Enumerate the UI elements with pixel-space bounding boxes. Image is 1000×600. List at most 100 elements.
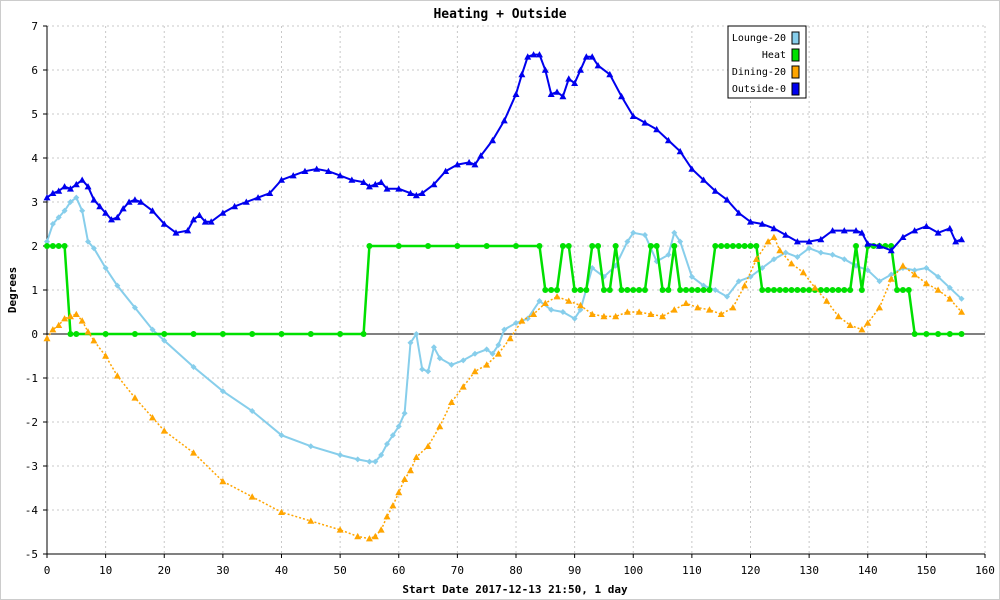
- data-point-lounge-20: [548, 306, 555, 313]
- data-point-heat: [841, 287, 848, 293]
- data-point-lounge-20: [665, 251, 672, 258]
- data-point-outside-0: [606, 70, 614, 78]
- data-point-lounge-20: [806, 245, 813, 252]
- data-point-dining-20: [424, 442, 432, 449]
- data-point-lounge-20: [700, 282, 707, 289]
- data-point-outside-0: [172, 229, 180, 236]
- data-point-heat: [249, 331, 256, 337]
- data-point-outside-0: [571, 79, 579, 86]
- data-point-dining-20: [770, 233, 778, 240]
- data-point-heat: [606, 287, 613, 293]
- data-point-lounge-20: [911, 267, 918, 274]
- data-point-heat: [630, 287, 637, 293]
- data-point-outside-0: [899, 233, 907, 240]
- data-point-dining-20: [659, 312, 667, 320]
- data-point-outside-0: [442, 167, 450, 174]
- data-point-heat: [219, 331, 226, 337]
- series-heat: [44, 243, 965, 337]
- data-point-dining-20: [354, 532, 362, 540]
- data-point-outside-0: [72, 180, 80, 188]
- data-point-dining-20: [131, 394, 139, 401]
- data-point-outside-0: [471, 161, 479, 168]
- data-point-outside-0: [43, 194, 51, 201]
- data-point-outside-0: [565, 75, 573, 82]
- y-tick-label: -3: [25, 460, 38, 473]
- data-point-heat: [554, 287, 561, 293]
- data-point-dining-20: [682, 299, 690, 306]
- data-point-outside-0: [55, 187, 63, 194]
- data-point-heat: [73, 331, 80, 337]
- data-point-outside-0: [453, 161, 461, 168]
- data-point-heat: [589, 243, 596, 249]
- legend-label: Outside-0: [732, 84, 786, 95]
- data-point-outside-0: [412, 191, 420, 199]
- x-tick-label: 150: [916, 564, 936, 577]
- data-point-heat: [712, 243, 719, 249]
- data-point-heat: [770, 287, 777, 293]
- data-point-outside-0: [782, 231, 790, 238]
- data-point-heat: [700, 287, 707, 293]
- data-point-lounge-20: [559, 309, 566, 315]
- data-point-dining-20: [389, 502, 397, 509]
- data-point-outside-0: [618, 92, 626, 100]
- data-point-outside-0: [524, 53, 532, 60]
- data-point-heat: [44, 243, 50, 249]
- data-point-dining-20: [72, 310, 80, 317]
- data-point-dining-20: [66, 312, 74, 320]
- x-tick-label: 160: [975, 564, 995, 577]
- data-point-outside-0: [418, 189, 426, 196]
- data-point-dining-20: [670, 306, 678, 313]
- data-point-lounge-20: [430, 344, 437, 351]
- data-point-lounge-20: [85, 238, 92, 245]
- data-point-lounge-20: [114, 282, 121, 289]
- data-point-outside-0: [629, 112, 637, 119]
- data-point-outside-0: [371, 180, 379, 188]
- x-tick-label: 40: [275, 564, 288, 577]
- data-point-outside-0: [747, 218, 754, 225]
- data-point-lounge-20: [864, 267, 871, 274]
- data-point-lounge-20: [44, 238, 50, 245]
- data-point-lounge-20: [425, 368, 432, 375]
- data-point-outside-0: [547, 90, 555, 97]
- data-point-heat: [395, 243, 402, 249]
- data-point-outside-0: [653, 125, 661, 133]
- data-point-lounge-20: [935, 273, 942, 280]
- data-point-dining-20: [448, 398, 456, 405]
- data-point-outside-0: [289, 172, 297, 179]
- data-point-outside-0: [324, 167, 332, 174]
- data-point-heat: [853, 243, 860, 249]
- data-point-heat: [360, 331, 367, 337]
- data-point-outside-0: [430, 180, 438, 188]
- data-point-dining-20: [436, 422, 444, 430]
- legend-swatch: [791, 31, 800, 45]
- data-point-dining-20: [55, 321, 63, 328]
- data-point-lounge-20: [366, 458, 373, 465]
- data-point-heat: [641, 287, 648, 293]
- data-point-heat: [759, 287, 766, 293]
- data-point-dining-20: [49, 326, 57, 333]
- data-point-dining-20: [43, 334, 51, 342]
- data-point-outside-0: [858, 229, 866, 236]
- data-point-dining-20: [90, 337, 98, 344]
- data-point-lounge-20: [577, 306, 584, 313]
- data-point-lounge-20: [419, 366, 426, 373]
- data-point-outside-0: [201, 218, 209, 225]
- data-point-heat: [765, 287, 772, 293]
- data-point-outside-0: [489, 136, 497, 144]
- data-point-lounge-20: [354, 456, 361, 463]
- data-point-heat: [425, 243, 432, 249]
- data-point-heat: [548, 287, 555, 293]
- data-point-heat: [829, 287, 836, 293]
- data-point-outside-0: [102, 209, 110, 216]
- y-tick-label: 4: [31, 152, 38, 165]
- data-point-dining-20: [788, 260, 796, 267]
- data-point-outside-0: [278, 176, 285, 183]
- data-point-lounge-20: [923, 265, 930, 271]
- data-point-lounge-20: [55, 214, 62, 221]
- data-point-heat: [688, 287, 695, 293]
- data-point-lounge-20: [131, 304, 138, 311]
- series-line-lounge-20: [46, 196, 963, 463]
- data-point-outside-0: [113, 213, 121, 221]
- data-point-lounge-20: [278, 432, 285, 439]
